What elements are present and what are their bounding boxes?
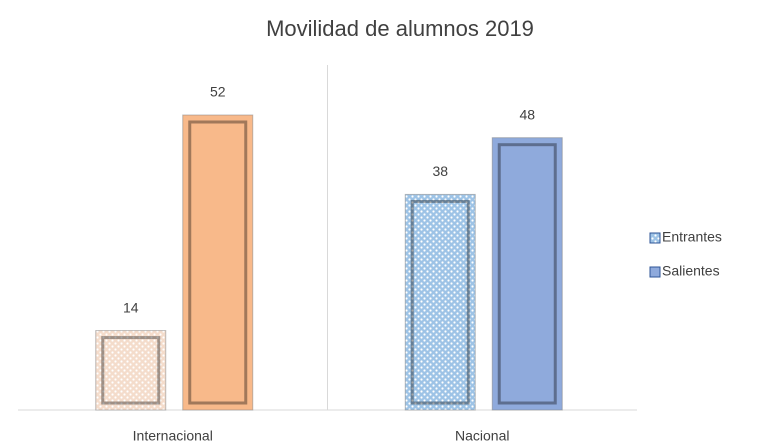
- bar-bevel: [497, 143, 557, 405]
- legend-label: Entrantes: [662, 229, 722, 245]
- bar-bevel: [410, 199, 470, 405]
- data-label: 52: [210, 84, 226, 100]
- bar: [182, 114, 254, 411]
- bar: [404, 193, 476, 411]
- legend-swatch: [649, 266, 661, 278]
- bar-bevel: [101, 336, 161, 405]
- legend-swatch: [649, 232, 661, 244]
- data-label: 48: [519, 106, 535, 122]
- data-label: 14: [123, 299, 139, 315]
- x-tick-label: Nacional: [455, 428, 509, 444]
- data-label: 38: [432, 163, 448, 179]
- x-tick-label: Internacional: [133, 428, 213, 444]
- chart-title: Movilidad de alumnos 2019: [266, 16, 534, 41]
- bar: [491, 137, 563, 411]
- legend-label: Salientes: [662, 263, 720, 279]
- bar: [95, 330, 167, 411]
- bar-bevel: [188, 120, 248, 405]
